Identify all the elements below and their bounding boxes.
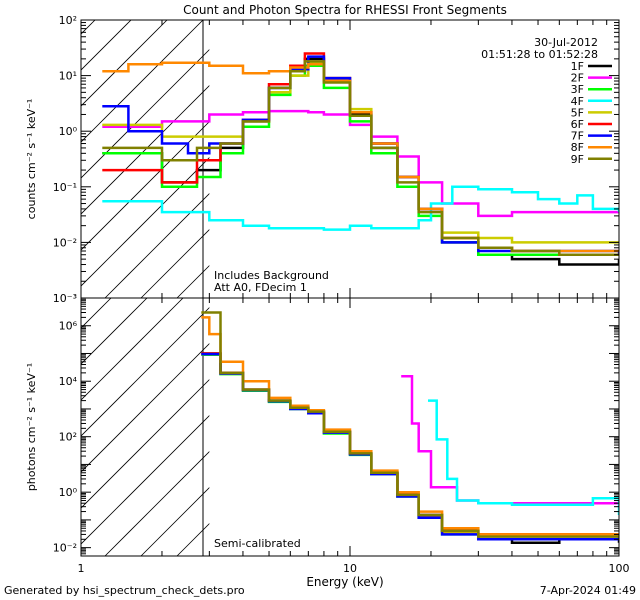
legend-label-4F: 4F: [571, 95, 584, 108]
y-tick-label: 10⁰: [59, 486, 78, 499]
hatch-mask: [209, 298, 619, 556]
x-axis-label: Energy (keV): [306, 575, 383, 589]
footer-timestamp: 7-Apr-2024 01:49: [540, 584, 636, 597]
hatch-line: [81, 298, 112, 329]
x-tick-label: 10: [343, 562, 357, 575]
annotation-background: Includes Background: [214, 269, 329, 282]
hatch-region-bottom: [81, 298, 619, 556]
legend-label-3F: 3F: [571, 83, 584, 96]
series-line-9F: [201, 311, 619, 538]
bottom-panel: 1 10 100 10⁻² 10⁰ 10² 10⁴ 10⁶ photons cm⁻² s⁻¹ …: [25, 297, 630, 575]
series-line-4F: [102, 185, 619, 231]
y-tick-label: 10⁻¹: [53, 181, 77, 194]
hatch-line: [81, 298, 184, 401]
legend-label-8F: 8F: [571, 141, 584, 154]
hatch-line: [81, 20, 132, 71]
footer-generator: Generated by hsi_spectrum_check_dets.pro: [4, 584, 245, 597]
series-line-9F: [102, 60, 619, 256]
legend-label-9F: 9F: [571, 153, 584, 166]
hatch-line: [81, 20, 168, 107]
top-panel: 10⁻³ 10⁻² 10⁻¹ 10⁰ 10¹ 10² counts cm⁻² s⁻¹ ke…: [0, 0, 620, 305]
series-top: [102, 52, 619, 266]
y-tick-label: 10²: [59, 14, 77, 27]
y-tick-label: 10¹: [59, 70, 77, 83]
time-range-label: 01:51:28 to 01:52:28: [481, 48, 598, 61]
x-tick-label: 100: [609, 562, 630, 575]
legend-label-5F: 5F: [571, 106, 584, 119]
y-axis-label-top: counts cm⁻² s⁻¹ keV⁻¹: [25, 99, 38, 220]
hatch-line: [81, 20, 204, 143]
hatch-line: [0, 0, 81, 298]
legend-label-2F: 2F: [571, 72, 584, 85]
y-tick-label: 10²: [59, 431, 77, 444]
y-tick-label: 10⁰: [59, 125, 78, 138]
legend-label-1F: 1F: [571, 60, 584, 73]
y-tick-label: 10⁻³: [53, 292, 77, 305]
y-axis-label-bottom: photons cm⁻² s⁻¹ keV⁻¹: [25, 363, 38, 491]
x-tick-label: 1: [78, 562, 85, 575]
legend-label-6F: 6F: [571, 118, 584, 131]
legend-label-7F: 7F: [571, 130, 584, 143]
series-line-8F: [201, 316, 619, 536]
ticks-bottom: 1 10 100 10⁻² 10⁰ 10² 10⁴ 10⁶: [53, 297, 630, 575]
hatch-line: [81, 298, 148, 365]
annotation-semi-calibrated: Semi-calibrated: [214, 537, 301, 550]
series-line-4F: [428, 399, 619, 515]
y-tick-label: 10⁶: [59, 320, 78, 333]
y-tick-label: 10⁻²: [53, 542, 77, 555]
y-tick-label: 10⁻²: [53, 236, 77, 249]
y-tick-label: 10⁴: [59, 375, 78, 388]
date-label: 30-Jul-2012: [534, 36, 598, 49]
ticks-top: 10⁻³ 10⁻² 10⁻¹ 10⁰ 10¹ 10²: [53, 14, 619, 305]
hatch-region-top: [0, 0, 619, 298]
series-bottom: [201, 311, 619, 545]
annotation-attenuator: Att A0, FDecim 1: [214, 281, 307, 294]
hatch-line: [81, 20, 96, 35]
hatch-mask: [209, 20, 619, 298]
series-line-7F: [102, 55, 619, 255]
chart-title: Count and Photon Spectra for RHESSI Fron…: [183, 3, 507, 17]
